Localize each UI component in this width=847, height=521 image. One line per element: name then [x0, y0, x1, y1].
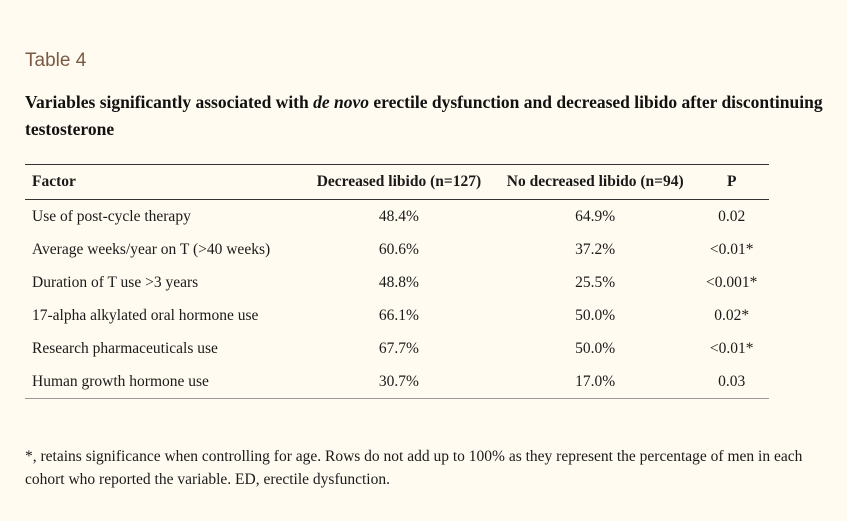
cell-decreased: 48.8%: [378, 273, 419, 291]
table-row: Use of post-cycle therapy 48.4% 64.9% 0.…: [25, 200, 769, 234]
cell-factor: Human growth hormone use: [32, 372, 209, 390]
table-row: Human growth hormone use 30.7% 17.0% 0.0…: [25, 365, 769, 399]
cell-p-value: 0.02: [718, 207, 746, 225]
data-table: Factor Decreased libido (n=127) No decre…: [25, 164, 769, 399]
cell-factor: Duration of T use >3 years: [32, 273, 199, 291]
cell-factor: Research pharmaceuticals use: [32, 339, 218, 357]
cell-p-value: <0.001*: [706, 273, 758, 291]
cell-p-value: <0.01*: [709, 240, 754, 258]
cell-p-value: 0.03: [718, 372, 746, 390]
header-p-value: P: [694, 164, 769, 200]
table-header-row: Factor Decreased libido (n=127) No decre…: [25, 164, 769, 200]
cell-decreased: 66.1%: [378, 306, 419, 324]
header-no-decreased-libido: No decreased libido (n=94): [495, 164, 695, 200]
header-decreased-libido: Decreased libido (n=127): [301, 164, 496, 200]
table-caption: Variables significantly associated with …: [25, 89, 825, 143]
cell-decreased: 48.4%: [378, 207, 419, 225]
table-row: Research pharmaceuticals use 67.7% 50.0%…: [25, 332, 769, 365]
header-factor: Factor: [25, 164, 302, 200]
table-label: Table 4: [25, 50, 87, 71]
cell-factor: Use of post-cycle therapy: [32, 207, 191, 225]
table-row: 17-alpha alkylated oral hormone use 66.1…: [25, 299, 769, 332]
table-row: Duration of T use >3 years 48.8% 25.5% <…: [25, 266, 769, 299]
cell-p-value: <0.01*: [709, 339, 754, 357]
table-row: Average weeks/year on T (>40 weeks) 60.6…: [25, 233, 769, 266]
caption-text-italic: de novo: [313, 92, 370, 112]
cell-decreased: 67.7%: [378, 339, 419, 357]
cell-no-decreased: 64.9%: [575, 207, 616, 225]
caption-text-after: erectile dysfunction and decreased libid…: [25, 92, 823, 139]
cell-no-decreased: 37.2%: [575, 240, 616, 258]
cell-no-decreased: 50.0%: [575, 339, 616, 357]
cell-decreased: 60.6%: [378, 240, 419, 258]
caption-text-before: Variables significantly associated with: [25, 92, 314, 112]
cell-no-decreased: 50.0%: [575, 306, 616, 324]
cell-factor: Average weeks/year on T (>40 weeks): [32, 240, 271, 258]
cell-factor: 17-alpha alkylated oral hormone use: [32, 306, 259, 324]
cell-no-decreased: 25.5%: [575, 273, 616, 291]
cell-decreased: 30.7%: [378, 372, 419, 390]
cell-no-decreased: 17.0%: [575, 372, 616, 390]
table-footnote: *, retains significance when controlling…: [25, 448, 803, 488]
cell-p-value: 0.02*: [714, 306, 750, 324]
